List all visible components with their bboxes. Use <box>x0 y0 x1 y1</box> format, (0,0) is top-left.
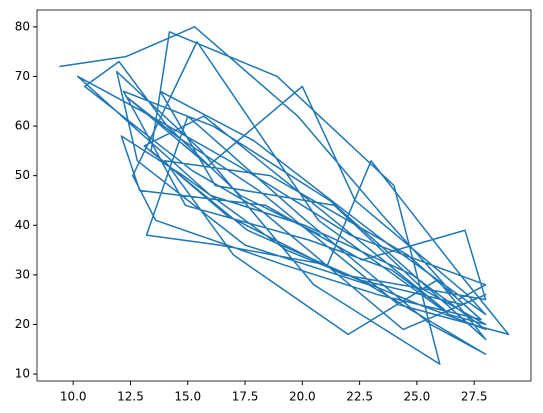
y-tick-label: 30 <box>15 267 30 281</box>
y-tick-label: 60 <box>15 119 30 133</box>
y-tick-label: 40 <box>15 218 30 232</box>
x-tick-label: 10.0 <box>60 390 87 404</box>
axes-frame <box>36 9 532 382</box>
y-tick-label: 70 <box>15 69 30 83</box>
x-tick-label: 25.0 <box>404 390 431 404</box>
x-tick-label: 27.5 <box>461 390 488 404</box>
y-tick-label: 80 <box>15 19 30 33</box>
y-tick-label: 10 <box>15 367 30 381</box>
x-tick-label: 15.0 <box>174 390 201 404</box>
x-tick-label: 12.5 <box>117 390 144 404</box>
x-tick-label: 17.5 <box>232 390 259 404</box>
y-tick-label: 50 <box>15 168 30 182</box>
data-line <box>59 26 510 365</box>
x-tick-label: 20.0 <box>289 390 316 404</box>
x-tick-label: 22.5 <box>346 390 373 404</box>
y-tick-label: 20 <box>15 317 30 331</box>
